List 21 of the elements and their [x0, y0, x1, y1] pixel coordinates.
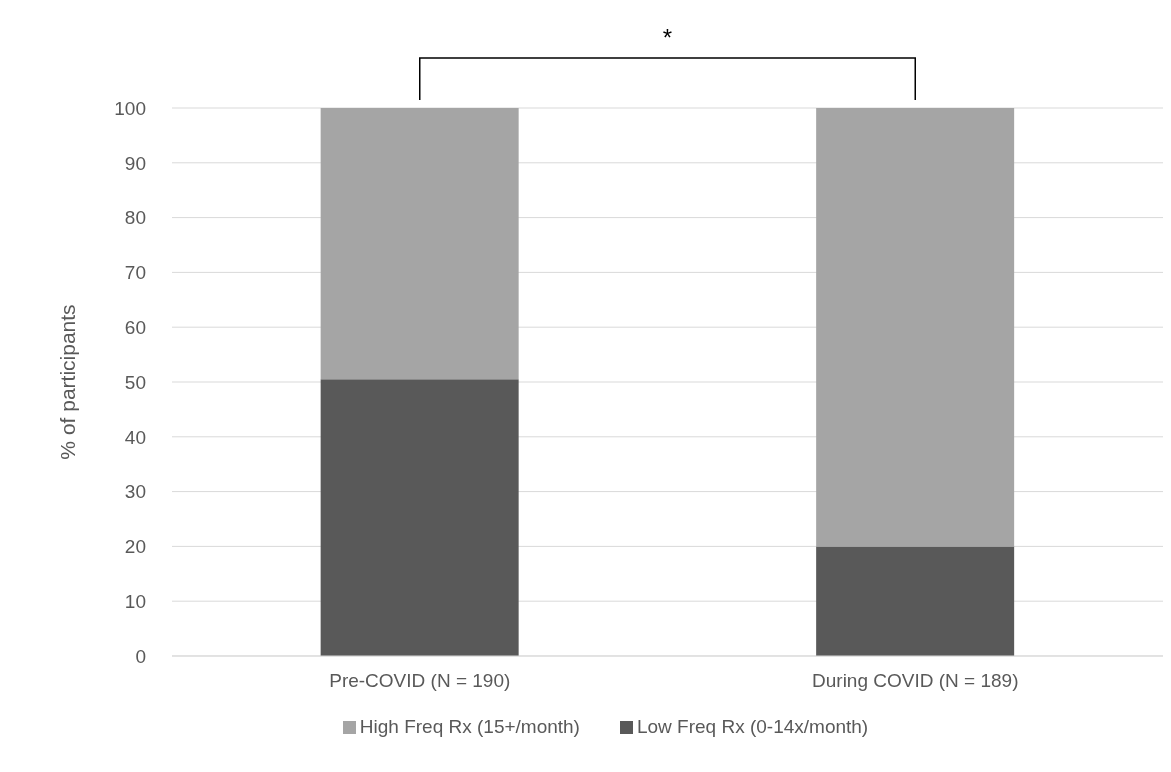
y-tick-label: 10 — [124, 590, 146, 612]
y-axis-title: % of participants — [56, 304, 80, 460]
bar — [320, 379, 519, 656]
y-tick-label: 80 — [124, 207, 146, 229]
x-tick-label: Pre-COVID (N = 190) — [329, 670, 511, 692]
y-tick-label: 70 — [124, 262, 146, 284]
y-tick-label: 60 — [124, 316, 146, 338]
x-tick-label: During COVID (N = 189) — [812, 670, 1019, 692]
y-tick-label: 0 — [135, 645, 146, 667]
y-tick-label: 40 — [124, 426, 146, 448]
y-tick-label: 30 — [124, 481, 146, 503]
y-tick-label: 90 — [124, 152, 146, 174]
text: * — [662, 24, 673, 51]
bar — [320, 108, 519, 380]
legend-label: Low Freq Rx (0-14x/month) — [636, 716, 869, 737]
y-tick-label: 20 — [124, 536, 146, 558]
y-tick-label: 100 — [114, 97, 146, 119]
bar — [816, 108, 1015, 547]
y-tick-label: 50 — [124, 371, 146, 393]
legend-label: High Freq Rx (15+/month) — [359, 716, 580, 737]
bar — [816, 546, 1015, 656]
